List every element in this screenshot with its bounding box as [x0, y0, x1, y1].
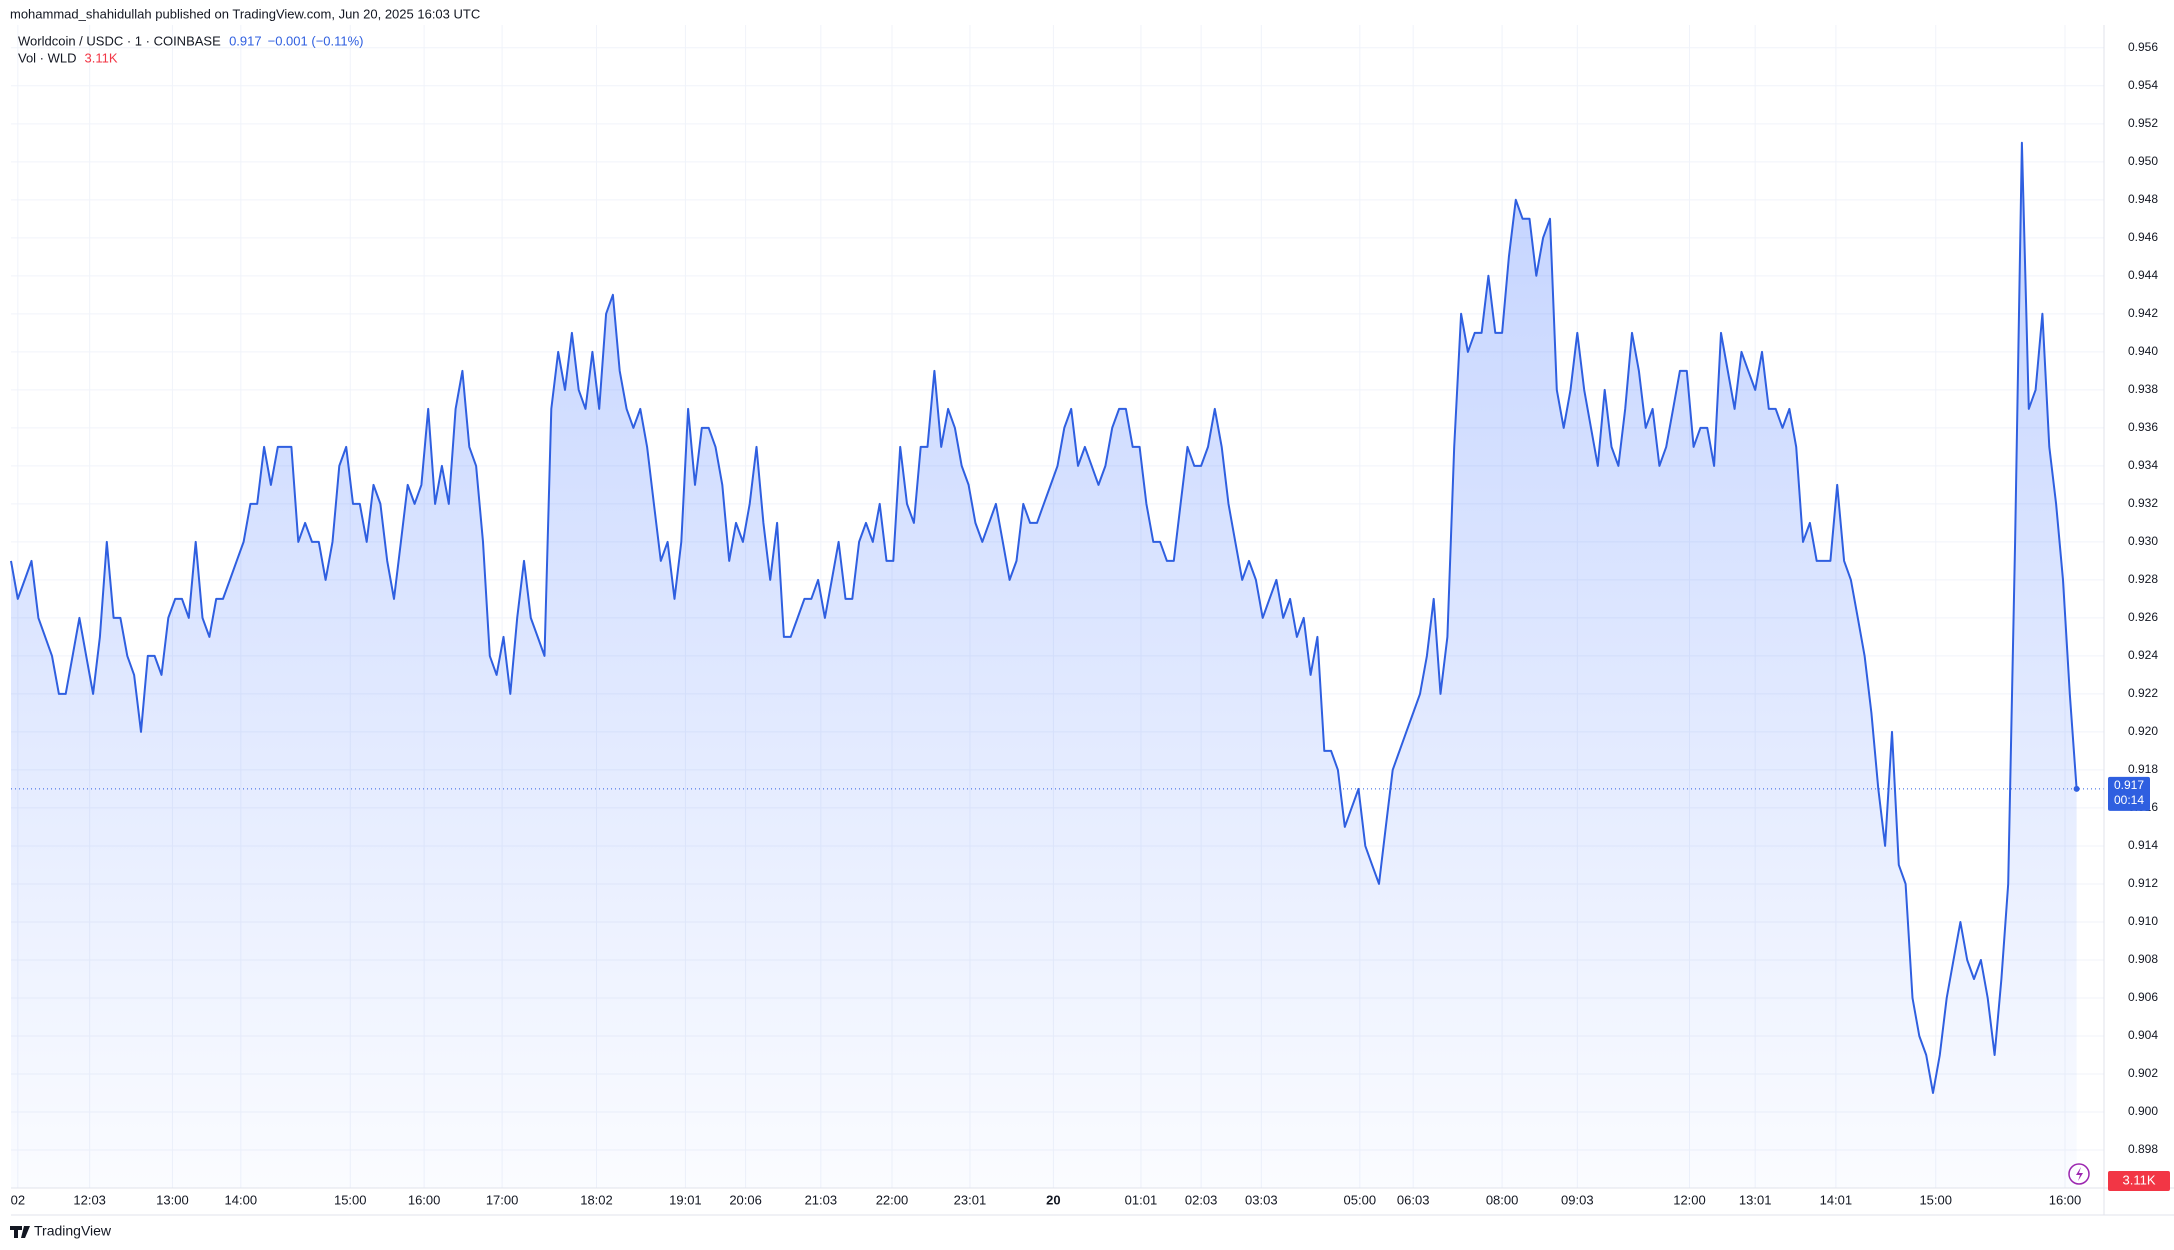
- y-tick-label: 0.910: [2128, 914, 2158, 928]
- y-tick-label: 0.902: [2128, 1066, 2158, 1080]
- x-tick-label: 23:01: [954, 1192, 987, 1207]
- y-tick-label: 0.914: [2128, 838, 2158, 852]
- y-tick-label: 0.912: [2128, 876, 2158, 890]
- price-tag: [2108, 776, 2150, 811]
- brand-logo: [10, 1226, 30, 1238]
- x-tick-label: 20:06: [729, 1192, 762, 1207]
- x-tick-label: 15:00: [1919, 1192, 1952, 1207]
- header: mohammad_shahidullah published on Tradin…: [10, 6, 480, 21]
- legend-change: −0.001 (−0.11%): [268, 33, 364, 48]
- y-tick-label: 0.898: [2128, 1142, 2158, 1156]
- x-tick-label: 16:00: [408, 1192, 441, 1207]
- volume-tag-label: 3.11K: [2122, 1172, 2155, 1187]
- y-tick-label: 0.926: [2128, 610, 2158, 624]
- x-tick-label: 09:03: [1561, 1192, 1594, 1207]
- x-tick-label: 20: [1046, 1192, 1060, 1207]
- y-tick-label: 0.938: [2128, 382, 2158, 396]
- x-tick-label: 16:00: [2049, 1192, 2082, 1207]
- y-tick-label: 0.950: [2128, 154, 2158, 168]
- y-tick-label: 0.952: [2128, 116, 2158, 130]
- price-tag-label: 0.917: [2114, 778, 2144, 792]
- brand: TradingView: [34, 1223, 112, 1239]
- axes: 0.898 0.900 0.902 0.904 0.906 0.908 0.910 0.912…: [11, 40, 2159, 1207]
- price-line: [10, 141, 2078, 1094]
- y-tick-label: 0.904: [2128, 1028, 2158, 1042]
- x-tick-label: 02:03: [1185, 1192, 1218, 1207]
- y-tick-label: 0.946: [2128, 230, 2158, 244]
- y-tick-label: 0.924: [2128, 648, 2158, 662]
- y-tick-label: 0.920: [2128, 724, 2158, 738]
- y-tick-label: 0.930: [2128, 534, 2158, 548]
- y-tick-label: 0.936: [2128, 420, 2158, 434]
- y-tick-label: 0.956: [2128, 40, 2158, 54]
- alert-icon[interactable]: [2068, 1163, 2090, 1185]
- y-tick-label: 0.928: [2128, 572, 2158, 586]
- countdown: 00:14: [2114, 793, 2144, 807]
- y-tick-label: 0.934: [2128, 458, 2158, 472]
- x-tick-label: 22:00: [876, 1192, 909, 1207]
- volume-legend: Vol · WLD: [18, 50, 77, 65]
- x-tick-label: 14:01: [1820, 1192, 1853, 1207]
- y-tick-label: 0.906: [2128, 990, 2158, 1004]
- last-point: [2073, 785, 2080, 792]
- x-tick-label: 12:00: [1673, 1192, 1706, 1207]
- y-tick-label: 0.948: [2128, 192, 2158, 206]
- plot: [10, 141, 2104, 1188]
- x-tick-label: 02: [11, 1192, 25, 1207]
- x-tick-label: 18:02: [580, 1192, 613, 1207]
- volume-value: 3.11K: [85, 50, 118, 65]
- area-fill: [11, 142, 2077, 1188]
- y-tick-label: 0.932: [2128, 496, 2158, 510]
- volume-tag: [2108, 1171, 2170, 1191]
- x-tick-label: 15:00: [334, 1192, 367, 1207]
- x-tick-label: 12:03: [73, 1192, 106, 1207]
- legend-symbol: Worldcoin / USDC · 1 · COINBASE: [18, 33, 221, 48]
- y-tick-label: 0.940: [2128, 344, 2158, 358]
- y-tick-label: 0.900: [2128, 1104, 2158, 1118]
- x-tick-label: 05:00: [1344, 1192, 1377, 1207]
- y-tick-label: 0.908: [2128, 952, 2158, 966]
- x-tick-label: 14:00: [225, 1192, 258, 1207]
- x-tick-label: 13:01: [1739, 1192, 1772, 1207]
- y-tick-label: 0.954: [2128, 78, 2158, 92]
- legend-value: 0.917: [229, 33, 262, 48]
- y-tick-label: 0.918: [2128, 762, 2158, 776]
- y-tick-label: 0.944: [2128, 268, 2158, 282]
- alert-bolt: [2076, 1167, 2083, 1181]
- y-tick-label: 0.942: [2128, 306, 2158, 320]
- x-tick-label: 01:01: [1125, 1192, 1158, 1207]
- y-tick-label: 0.922: [2128, 686, 2158, 700]
- x-tick-label: 21:03: [805, 1192, 838, 1207]
- x-tick-label: 17:00: [486, 1192, 519, 1207]
- x-tick-label: 08:00: [1486, 1192, 1519, 1207]
- x-tick-label: 13:00: [156, 1192, 189, 1207]
- x-tick-label: 06:03: [1397, 1192, 1430, 1207]
- x-tick-label: 03:03: [1245, 1192, 1278, 1207]
- x-tick-label: 19:01: [669, 1192, 702, 1207]
